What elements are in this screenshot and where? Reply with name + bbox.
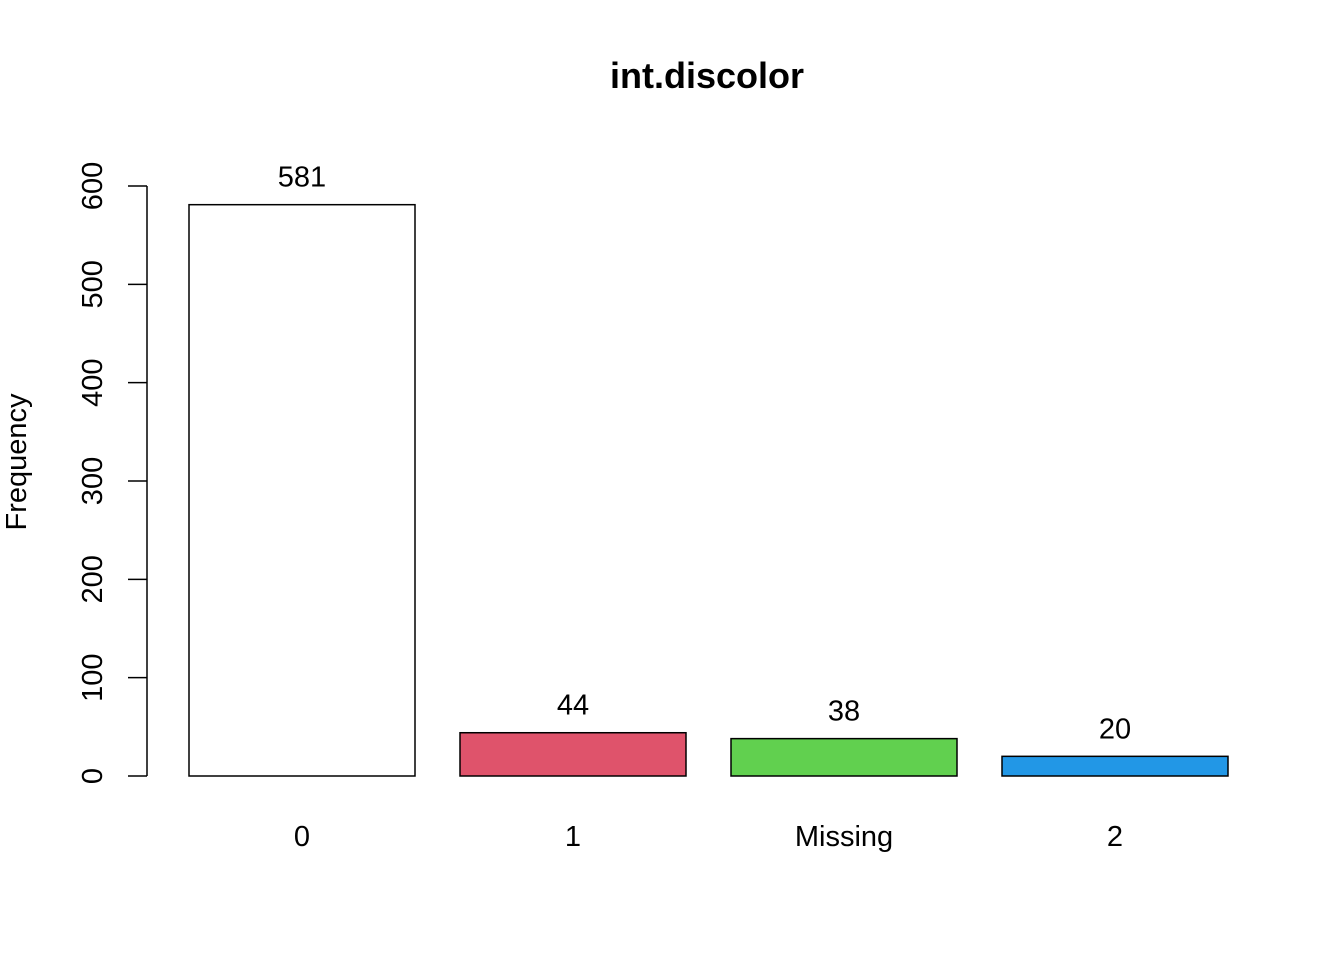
x-category-label: 1 [565, 821, 581, 853]
y-axis-label: Frequency [1, 393, 33, 531]
bar [188, 203, 416, 777]
y-tick-label: 100 [77, 653, 109, 701]
y-axis: 0 100 200 300 400 500 600 [77, 162, 148, 784]
bar [459, 731, 687, 777]
y-tick-label: 300 [77, 457, 109, 505]
y-tick-label: 600 [77, 162, 109, 210]
x-category-label: 2 [1107, 821, 1123, 853]
bars-group: 581 0 44 1 38 Missing 20 2 [188, 162, 1229, 853]
chart-title: int.discolor [610, 55, 804, 96]
y-tick-label: 200 [77, 555, 109, 603]
bar-value-label: 44 [557, 690, 589, 722]
bar-value-label: 581 [278, 162, 326, 194]
bar-value-label: 20 [1099, 713, 1131, 745]
bar [730, 737, 958, 777]
y-tick-label: 0 [77, 768, 109, 784]
x-category-label: 0 [294, 821, 310, 853]
x-category-label: Missing [795, 821, 893, 853]
bar [1001, 755, 1229, 777]
y-tick-label: 400 [77, 358, 109, 406]
bar-value-label: 38 [828, 696, 860, 728]
y-tick-label: 500 [77, 260, 109, 308]
